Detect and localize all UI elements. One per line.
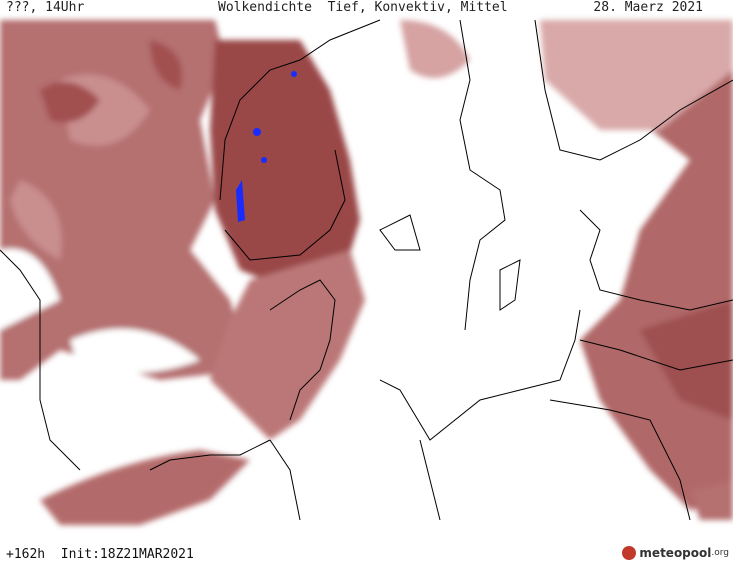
logo-suffix: .org	[711, 548, 729, 558]
lakes	[236, 71, 297, 222]
map-date: 28. Maerz 2021	[593, 0, 703, 15]
logo-icon	[622, 546, 637, 560]
cloud-cover	[0, 20, 733, 525]
coastlines	[0, 19, 733, 521]
run-time: ???, 14Uhr	[6, 0, 85, 15]
map-title: Wolkendichte Tief, Konvektiv, Mittel	[218, 0, 508, 15]
logo[interactable]: meteopool .org	[622, 546, 729, 560]
logo-name: meteopool	[639, 546, 712, 560]
forecast-info: +162h Init:18Z21MAR2021	[6, 547, 194, 562]
